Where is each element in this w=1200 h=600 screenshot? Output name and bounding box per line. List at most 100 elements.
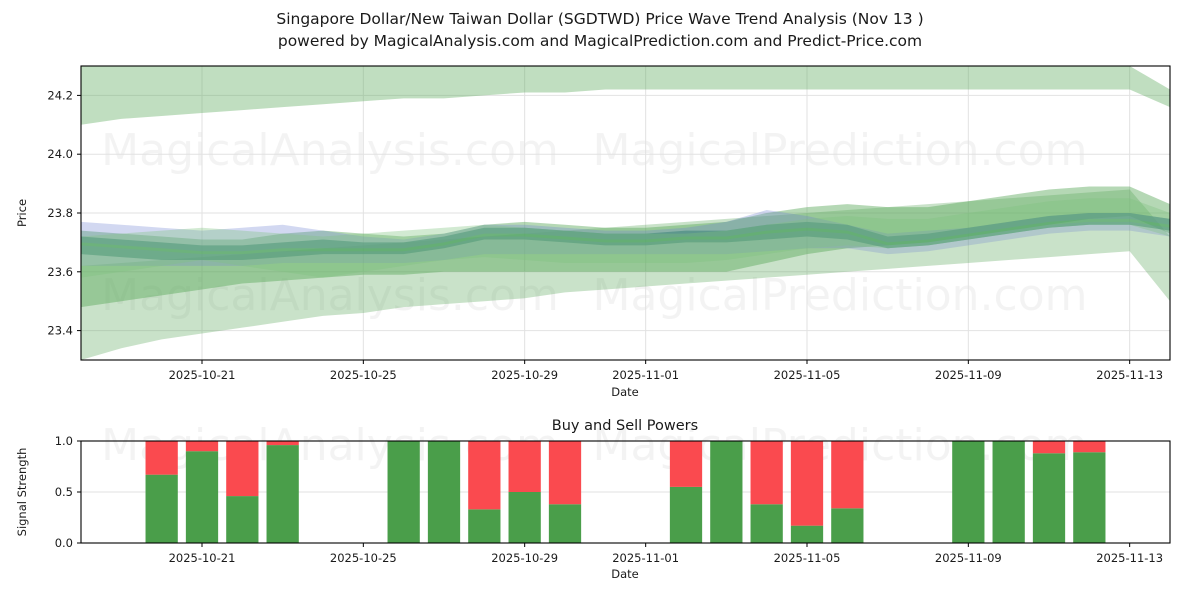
price-band-mid-wide-band bbox=[81, 186, 1170, 308]
page-title: Singapore Dollar/New Taiwan Dollar (SGDT… bbox=[276, 10, 923, 28]
powers-y-tick: 1.0 bbox=[55, 434, 73, 448]
powers-bar[interactable] bbox=[226, 441, 259, 543]
powers-bar[interactable] bbox=[185, 441, 219, 543]
powers-x-tick: 2025-11-13 bbox=[1096, 551, 1163, 565]
price-y-axis-label: Price bbox=[15, 199, 29, 227]
powers-bar[interactable] bbox=[427, 441, 461, 543]
price-y-tick: 24.0 bbox=[47, 147, 73, 161]
powers-bar-group bbox=[145, 441, 1106, 543]
powers-y-tick-labels: 0.0 0.5 1.0 bbox=[55, 434, 81, 550]
price-wave-bands bbox=[81, 66, 1170, 360]
price-y-tick-labels: 23.4 23.6 23.8 24.0 24.2 bbox=[47, 88, 81, 338]
price-x-tick: 2025-11-01 bbox=[612, 368, 679, 382]
powers-y-axis-label: Signal Strength bbox=[15, 448, 29, 537]
price-band-chevron-wedge bbox=[81, 198, 1170, 278]
sell-power-segment[interactable] bbox=[831, 441, 864, 509]
price-x-tick: 2025-10-25 bbox=[330, 368, 397, 382]
powers-bar[interactable] bbox=[266, 441, 299, 543]
sell-power-segment[interactable] bbox=[548, 441, 582, 505]
powers-bar[interactable] bbox=[750, 441, 783, 543]
price-band-core-band bbox=[81, 213, 1170, 261]
buy-power-segment[interactable] bbox=[387, 441, 420, 543]
powers-x-axis-label: Date bbox=[611, 567, 639, 581]
buy-power-segment[interactable] bbox=[669, 486, 703, 543]
buy-power-segment[interactable] bbox=[790, 525, 824, 543]
powers-x-tick-labels: 2025-10-21 2025-10-25 2025-10-29 2025-11-01… bbox=[169, 543, 1163, 565]
sell-power-segment[interactable] bbox=[790, 441, 824, 526]
powers-bar[interactable] bbox=[1073, 441, 1106, 543]
powers-x-tick: 2025-11-09 bbox=[935, 551, 1002, 565]
powers-panel-title: Buy and Sell Powers bbox=[552, 418, 698, 434]
price-y-tick: 23.8 bbox=[47, 206, 73, 220]
price-x-tick: 2025-11-05 bbox=[774, 368, 841, 382]
buy-power-segment[interactable] bbox=[266, 445, 299, 543]
powers-x-tick: 2025-10-21 bbox=[169, 551, 236, 565]
powers-panel: MagicalAnalysis.com MagicalPrediction.co… bbox=[15, 418, 1171, 581]
price-x-axis-label: Date bbox=[611, 385, 639, 399]
price-panel: MagicalAnalysis.com MagicalPrediction.co… bbox=[15, 65, 1171, 399]
sell-power-segment[interactable] bbox=[266, 441, 299, 446]
watermark-left-top: MagicalAnalysis.com bbox=[101, 125, 559, 176]
buy-power-segment[interactable] bbox=[508, 492, 541, 543]
powers-bar[interactable] bbox=[710, 441, 743, 543]
powers-y-tick: 0.5 bbox=[55, 485, 73, 499]
powers-bar[interactable] bbox=[952, 441, 985, 543]
price-y-tick: 23.4 bbox=[47, 324, 73, 338]
buy-power-segment[interactable] bbox=[831, 508, 864, 543]
page-subtitle: powered by MagicalAnalysis.com and Magic… bbox=[278, 32, 922, 50]
sell-power-segment[interactable] bbox=[750, 441, 783, 505]
powers-bar[interactable] bbox=[1032, 441, 1066, 543]
powers-bar[interactable] bbox=[468, 441, 501, 543]
buy-power-segment[interactable] bbox=[1032, 453, 1066, 543]
buy-power-segment[interactable] bbox=[548, 504, 582, 543]
sell-power-segment[interactable] bbox=[226, 441, 259, 497]
price-x-tick: 2025-11-09 bbox=[935, 368, 1002, 382]
powers-y-tick: 0.0 bbox=[55, 536, 73, 550]
powers-x-tick: 2025-11-05 bbox=[774, 551, 841, 565]
sell-power-segment[interactable] bbox=[508, 441, 541, 492]
powers-bar[interactable] bbox=[992, 441, 1025, 543]
price-y-tick: 24.2 bbox=[47, 88, 73, 102]
buy-power-segment[interactable] bbox=[427, 441, 461, 543]
price-y-tick: 23.6 bbox=[47, 265, 73, 279]
price-band-lower-blue-band bbox=[81, 221, 1170, 266]
buy-power-segment[interactable] bbox=[468, 509, 501, 543]
powers-bar[interactable] bbox=[548, 441, 582, 543]
sell-power-segment[interactable] bbox=[145, 441, 178, 475]
watermark-right-bottom: MagicalPrediction.com bbox=[593, 270, 1088, 321]
watermark-left-bottom: MagicalAnalysis.com bbox=[101, 270, 559, 321]
powers-bar[interactable] bbox=[831, 441, 864, 543]
price-x-tick-labels: 2025-10-21 2025-10-25 2025-10-29 2025-11-01… bbox=[169, 360, 1163, 382]
price-gridlines bbox=[81, 66, 1170, 360]
buy-power-segment[interactable] bbox=[750, 504, 783, 543]
watermark-right-top: MagicalPrediction.com bbox=[593, 125, 1088, 176]
buy-power-segment[interactable] bbox=[185, 451, 219, 543]
powers-bar[interactable] bbox=[790, 441, 824, 543]
powers-bar[interactable] bbox=[669, 441, 703, 543]
powers-bar[interactable] bbox=[387, 441, 420, 543]
buy-power-segment[interactable] bbox=[1073, 452, 1106, 543]
buy-power-segment[interactable] bbox=[226, 496, 259, 543]
sell-power-segment[interactable] bbox=[185, 441, 219, 452]
buy-power-segment[interactable] bbox=[952, 441, 985, 543]
sell-power-segment[interactable] bbox=[468, 441, 501, 510]
price-x-tick: 2025-10-29 bbox=[491, 368, 558, 382]
powers-x-tick: 2025-10-25 bbox=[330, 551, 397, 565]
buy-power-segment[interactable] bbox=[710, 441, 743, 543]
buy-power-segment[interactable] bbox=[145, 474, 178, 543]
powers-bar[interactable] bbox=[145, 441, 178, 543]
price-x-tick: 2025-10-21 bbox=[169, 368, 236, 382]
sell-power-segment[interactable] bbox=[1073, 441, 1106, 453]
powers-x-tick: 2025-11-01 bbox=[612, 551, 679, 565]
powers-bar[interactable] bbox=[508, 441, 541, 543]
sell-power-segment[interactable] bbox=[669, 441, 703, 487]
price-band-upper-blue-band bbox=[81, 210, 1170, 252]
price-x-tick: 2025-11-13 bbox=[1096, 368, 1163, 382]
powers-x-tick: 2025-10-29 bbox=[491, 551, 558, 565]
price-band-outer-upper-band bbox=[81, 66, 1170, 125]
price-band-outer-lower-band bbox=[81, 189, 1170, 360]
buy-power-segment[interactable] bbox=[992, 441, 1025, 543]
sell-power-segment[interactable] bbox=[1032, 441, 1066, 454]
